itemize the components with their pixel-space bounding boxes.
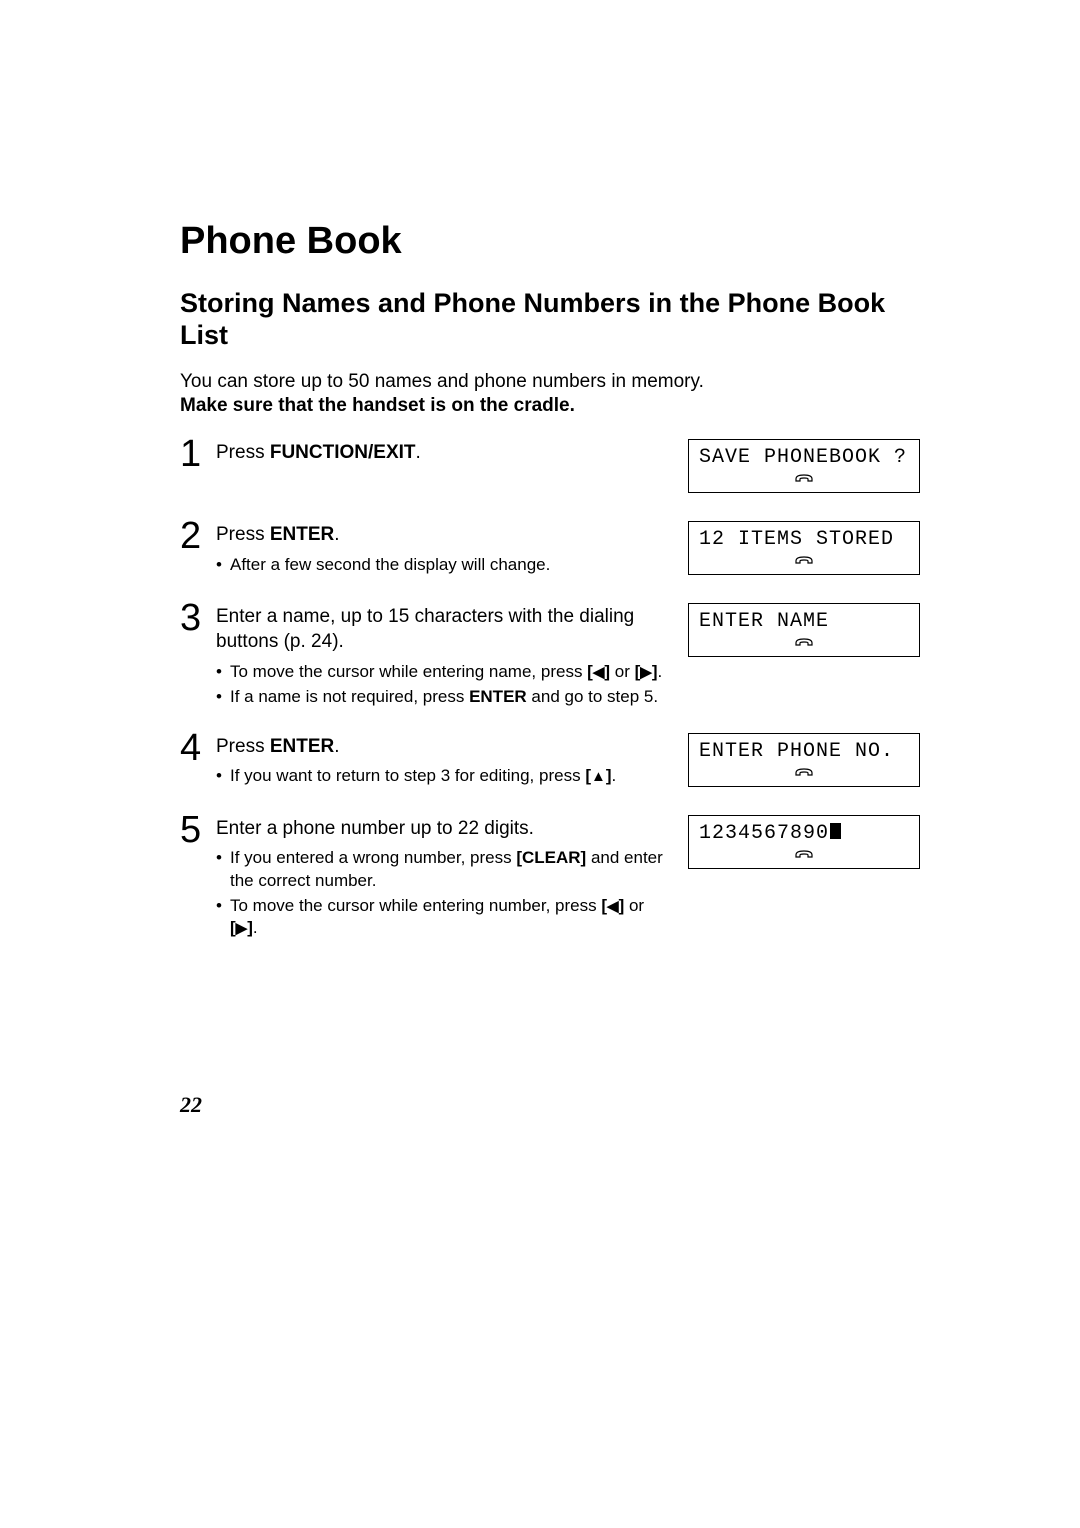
bullet-dot: • [216, 765, 230, 787]
cursor-icon [830, 823, 841, 839]
step-number: 2 [180, 517, 216, 555]
step-number: 1 [180, 435, 216, 473]
step-body: Press ENTER. • If you want to return to … [216, 733, 688, 791]
bullet-text: If a name is not required, press ENTER a… [230, 686, 670, 708]
right-arrow-icon: ▶ [640, 664, 652, 681]
left-arrow-icon: ◀ [607, 898, 619, 915]
lcd-text: ENTER NAME [699, 610, 909, 633]
lcd-display: ENTER NAME [688, 603, 920, 657]
bullet-text: If you want to return to step 3 for edit… [230, 765, 670, 787]
bullet-dot: • [216, 661, 230, 683]
bullet-dot: • [216, 554, 230, 576]
bullet-dot: • [216, 686, 230, 708]
lcd-text: ENTER PHONE NO. [699, 740, 909, 763]
step-4: 4 Press ENTER. • If you want to return t… [180, 733, 920, 793]
bullet-item: • If you want to return to step 3 for ed… [216, 765, 670, 787]
lcd-display: SAVE PHONEBOOK ? [688, 439, 920, 493]
phone-icon [699, 470, 909, 487]
left-arrow-icon: ◀ [593, 664, 605, 681]
bullet-item: • To move the cursor while entering numb… [216, 895, 670, 939]
bullet-text: If you entered a wrong number, press [CL… [230, 847, 670, 891]
bullet-item: • If a name is not required, press ENTER… [216, 686, 670, 708]
step-bullets: • After a few second the display will ch… [216, 554, 670, 576]
bullet-dot: • [216, 895, 230, 939]
phone-icon [699, 846, 909, 863]
step-5: 5 Enter a phone number up to 22 digits. … [180, 815, 920, 942]
bullet-text: After a few second the display will chan… [230, 554, 670, 576]
lcd-display: ENTER PHONE NO. [688, 733, 920, 787]
step-instruction: Enter a name, up to 15 characters with t… [216, 605, 670, 654]
manual-page: Phone Book Storing Names and Phone Numbe… [0, 0, 1080, 1024]
step-instruction: Press ENTER. [216, 735, 670, 760]
step-body: Press FUNCTION/EXIT. [216, 439, 688, 466]
step-bullets: • To move the cursor while entering name… [216, 661, 670, 708]
bullet-item: • After a few second the display will ch… [216, 554, 670, 576]
step-number: 3 [180, 599, 216, 637]
step-number: 4 [180, 729, 216, 767]
phone-icon [699, 634, 909, 651]
intro-line1: You can store up to 50 names and phone n… [180, 371, 704, 392]
step-instruction: Enter a phone number up to 22 digits. [216, 817, 670, 842]
lcd-display: 1234567890 [688, 815, 920, 869]
bullet-item: • If you entered a wrong number, press [… [216, 847, 670, 891]
up-arrow-icon: ▲ [591, 768, 606, 785]
step-body: Enter a name, up to 15 characters with t… [216, 603, 688, 711]
page-title: Phone Book [180, 220, 920, 263]
step-bullets: • If you want to return to step 3 for ed… [216, 765, 670, 787]
step-3: 3 Enter a name, up to 15 characters with… [180, 603, 920, 711]
step-instruction: Press ENTER. [216, 523, 670, 548]
bullet-dot: • [216, 847, 230, 891]
page-number: 22 [180, 1092, 202, 1118]
lcd-text: 1234567890 [699, 822, 909, 845]
lcd-display: 12 ITEMS STORED [688, 521, 920, 575]
step-bullets: • If you entered a wrong number, press [… [216, 847, 670, 938]
phone-icon [699, 764, 909, 781]
step-2: 2 Press ENTER. • After a few second the … [180, 521, 920, 581]
lcd-text: SAVE PHONEBOOK ? [699, 446, 909, 469]
bullet-text: To move the cursor while entering number… [230, 895, 670, 939]
section-subtitle: Storing Names and Phone Numbers in the P… [180, 287, 920, 352]
step-body: Press ENTER. • After a few second the di… [216, 521, 688, 579]
step-1: 1 Press FUNCTION/EXIT. SAVE PHONEBOOK ? [180, 439, 920, 499]
step-number: 5 [180, 811, 216, 849]
phone-icon [699, 552, 909, 569]
intro-line2: Make sure that the handset is on the cra… [180, 395, 575, 416]
step-body: Enter a phone number up to 22 digits. • … [216, 815, 688, 942]
step-instruction: Press FUNCTION/EXIT. [216, 441, 670, 466]
lcd-text: 12 ITEMS STORED [699, 528, 909, 551]
bullet-item: • To move the cursor while entering name… [216, 661, 670, 683]
steps-list: 1 Press FUNCTION/EXIT. SAVE PHONEBOOK ? … [180, 439, 920, 942]
right-arrow-icon: ▶ [236, 920, 248, 937]
bullet-text: To move the cursor while entering name, … [230, 661, 670, 683]
intro-text: You can store up to 50 names and phone n… [180, 370, 920, 419]
